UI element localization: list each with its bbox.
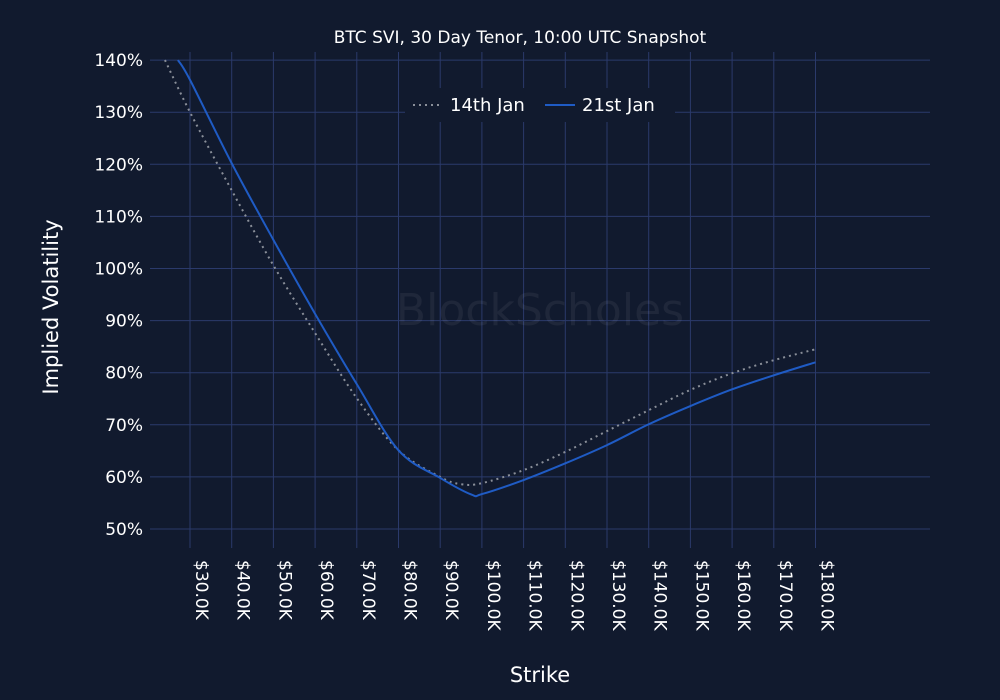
series-line-14th-jan[interactable] [164,59,816,486]
y-tick-label: 60% [105,468,143,488]
y-tick-label: 50% [105,520,143,540]
x-tick-label: $90.0K [441,560,461,621]
legend: 14th Jan 21st Jan [405,88,675,122]
x-tick-label: $130.0K [608,560,628,631]
x-tick-label: $150.0K [691,560,711,631]
x-tick-label: $50.0K [274,560,294,621]
y-tick-label: 90% [105,312,143,332]
series-layer [164,59,816,498]
y-tick-label: 100% [94,260,143,280]
y-tick-label: 130% [94,103,143,123]
x-tick-label: $120.0K [566,560,586,631]
x-tick-label: $80.0K [400,560,420,621]
y-tick-label: 140% [94,51,143,71]
x-tick-label: $170.0K [775,560,795,631]
x-tick-label: $60.0K [316,560,336,621]
y-tick-label: 120% [94,155,143,175]
legend-label-21st-jan[interactable]: 21st Jan [582,95,655,116]
x-tick-label: $100.0K [483,560,503,631]
y-tick-label: 80% [105,364,143,384]
x-tick-label: $70.0K [358,560,378,621]
x-tick-label: $140.0K [650,560,670,631]
chart-title: BTC SVI, 30 Day Tenor, 10:00 UTC Snapsho… [334,28,707,48]
y-tick-labels: 50% 60% 70% 80% 90% 100% 110% 120% 130% 140% [94,51,143,540]
x-tick-label: $40.0K [233,560,253,621]
x-tick-label: $110.0K [525,560,545,631]
y-axis-label: Implied Volatility [39,219,63,394]
legend-label-14th-jan[interactable]: 14th Jan [450,95,525,116]
x-tick-label: $160.0K [733,560,753,631]
x-tick-label: $180.0K [817,560,837,631]
series-line-21st-jan[interactable] [177,59,816,498]
x-tick-label: $30.0K [191,560,211,621]
legend-background [405,88,675,122]
y-tick-label: 70% [105,416,143,436]
x-axis-label: Strike [510,663,570,687]
x-tick-labels: $30.0K $40.0K $50.0K $60.0K $70.0K $80.0K $90.… [191,560,837,631]
watermark-logo: BlockScholes [396,285,684,336]
y-tick-label: 110% [94,207,143,227]
